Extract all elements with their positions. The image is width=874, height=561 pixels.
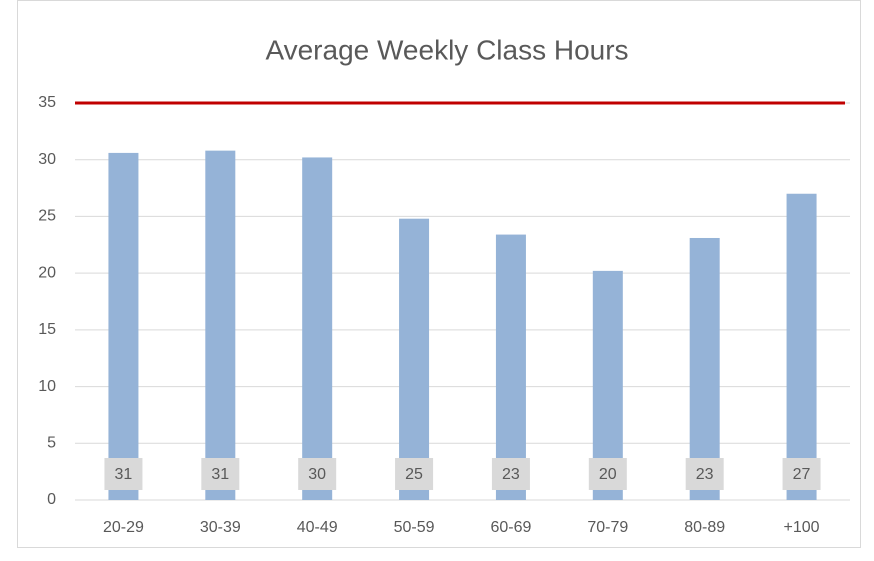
x-tick-label: 20-29	[103, 519, 144, 536]
y-tick-label: 15	[38, 321, 56, 338]
x-tick-label: 40-49	[297, 519, 338, 536]
y-tick-label: 20	[38, 264, 56, 281]
data-label: 30	[308, 466, 326, 483]
data-label-box	[298, 458, 337, 490]
y-tick-label: 35	[38, 94, 56, 111]
data-label: 23	[502, 466, 520, 483]
data-label: 27	[793, 466, 811, 483]
y-tick-label: 10	[38, 378, 56, 395]
data-label: 31	[115, 466, 133, 483]
x-tick-label: +100	[784, 519, 820, 536]
y-tick-label: 30	[38, 151, 56, 168]
x-tick-label: 70-79	[587, 519, 628, 536]
data-label: 31	[211, 466, 229, 483]
data-label-box	[588, 458, 627, 490]
x-tick-label: 30-39	[200, 519, 241, 536]
bar	[399, 218, 430, 500]
bar	[495, 234, 526, 500]
chart-title: Average Weekly Class Hours	[265, 34, 628, 65]
bar	[205, 150, 236, 500]
bar	[786, 193, 817, 500]
data-label-box	[685, 458, 724, 490]
bar	[689, 237, 720, 501]
y-tick-label: 5	[47, 435, 56, 452]
data-label: 23	[696, 466, 714, 483]
data-label-box	[104, 458, 143, 490]
y-tick-label: 25	[38, 208, 56, 225]
x-tick-label: 50-59	[394, 519, 435, 536]
data-label-box	[491, 458, 530, 490]
data-label: 20	[599, 466, 617, 483]
x-tick-label: 80-89	[684, 519, 725, 536]
bar	[302, 157, 333, 500]
data-label-box	[782, 458, 821, 490]
data-label: 25	[405, 466, 423, 483]
data-label-box	[395, 458, 434, 490]
data-label-box	[201, 458, 240, 490]
chart-frame	[17, 0, 861, 548]
x-tick-label: 60-69	[490, 519, 531, 536]
y-tick-label: 0	[47, 491, 56, 508]
bar	[108, 152, 139, 500]
